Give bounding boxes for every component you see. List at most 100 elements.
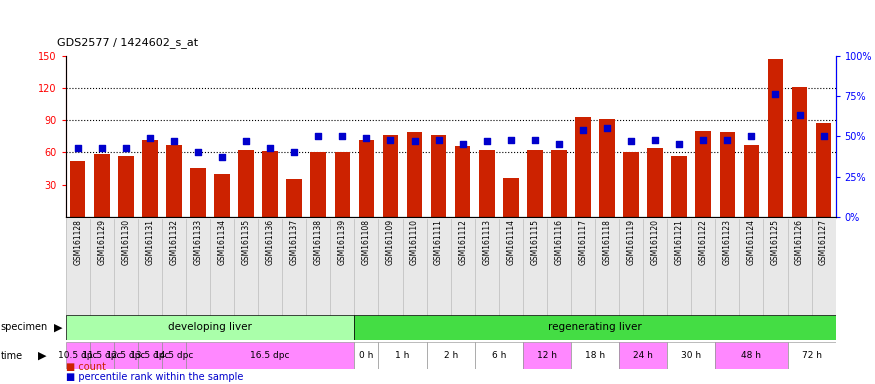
Bar <box>643 219 668 317</box>
Bar <box>812 219 836 317</box>
Text: GSM161130: GSM161130 <box>122 219 130 265</box>
Text: 6 h: 6 h <box>492 351 506 360</box>
Bar <box>767 59 783 217</box>
Bar <box>671 156 687 217</box>
Bar <box>739 219 763 317</box>
Text: developing liver: developing liver <box>168 322 252 333</box>
Bar <box>668 342 716 369</box>
Bar <box>451 219 475 317</box>
Text: 18 h: 18 h <box>585 351 605 360</box>
Text: GSM161129: GSM161129 <box>97 219 106 265</box>
Text: GDS2577 / 1424602_s_at: GDS2577 / 1424602_s_at <box>57 37 198 48</box>
Point <box>335 133 349 139</box>
Bar <box>162 219 186 317</box>
Text: GSM161115: GSM161115 <box>530 219 539 265</box>
Bar <box>306 219 331 317</box>
Bar <box>186 219 210 317</box>
Bar <box>114 342 138 369</box>
Bar <box>788 342 836 369</box>
Bar <box>696 131 711 217</box>
Bar <box>238 150 254 217</box>
Point <box>528 136 542 142</box>
Point <box>287 149 301 156</box>
Bar <box>234 219 258 317</box>
Bar <box>186 342 354 369</box>
Point <box>431 136 445 142</box>
Bar <box>547 219 571 317</box>
Bar <box>744 145 760 217</box>
Text: 48 h: 48 h <box>741 351 761 360</box>
Text: 0 h: 0 h <box>360 351 374 360</box>
Bar <box>430 135 446 217</box>
Bar <box>90 342 114 369</box>
Text: ■ percentile rank within the sample: ■ percentile rank within the sample <box>66 372 243 382</box>
Bar <box>354 315 836 340</box>
Bar <box>138 342 162 369</box>
Bar <box>94 154 109 217</box>
Point <box>576 127 590 133</box>
Bar <box>475 219 499 317</box>
Text: 12.5 dpc: 12.5 dpc <box>106 351 145 360</box>
Bar <box>523 219 547 317</box>
Bar <box>114 219 138 317</box>
Bar <box>66 315 354 340</box>
Text: GSM161110: GSM161110 <box>410 219 419 265</box>
Text: GSM161124: GSM161124 <box>747 219 756 265</box>
Bar <box>763 219 788 317</box>
Point <box>239 138 253 144</box>
Text: 10.5 dpc: 10.5 dpc <box>58 351 97 360</box>
Text: GSM161135: GSM161135 <box>242 219 250 265</box>
Point <box>408 138 422 144</box>
Bar <box>648 148 663 217</box>
Bar <box>359 139 374 217</box>
Text: GSM161118: GSM161118 <box>603 219 612 265</box>
Text: ▶: ▶ <box>38 351 46 361</box>
Point <box>504 136 518 142</box>
Point <box>94 144 108 151</box>
Bar <box>402 219 427 317</box>
Bar <box>427 219 451 317</box>
Text: GSM161125: GSM161125 <box>771 219 780 265</box>
Text: GSM161111: GSM161111 <box>434 219 443 265</box>
Text: GSM161113: GSM161113 <box>482 219 491 265</box>
Text: GSM161138: GSM161138 <box>314 219 323 265</box>
Bar <box>792 87 808 217</box>
Point <box>552 141 566 147</box>
Bar <box>286 179 302 217</box>
Text: GSM161109: GSM161109 <box>386 219 395 265</box>
Bar <box>311 152 326 217</box>
Point <box>648 136 662 142</box>
Bar <box>571 219 595 317</box>
Text: GSM161132: GSM161132 <box>170 219 178 265</box>
Text: 13.5 dpc: 13.5 dpc <box>130 351 170 360</box>
Text: GSM161116: GSM161116 <box>555 219 564 265</box>
Text: GSM161119: GSM161119 <box>626 219 635 265</box>
Bar <box>190 167 206 217</box>
Point <box>215 154 229 161</box>
Bar <box>354 342 379 369</box>
Bar <box>716 219 739 317</box>
Text: regenerating liver: regenerating liver <box>548 322 642 333</box>
Bar <box>479 150 494 217</box>
Text: 30 h: 30 h <box>682 351 702 360</box>
Bar <box>262 151 278 217</box>
Point <box>672 141 686 147</box>
Text: 14.5 dpc: 14.5 dpc <box>154 351 193 360</box>
Bar <box>527 150 542 217</box>
Bar <box>282 219 306 317</box>
Bar <box>331 219 354 317</box>
Text: time: time <box>1 351 23 361</box>
Text: GSM161126: GSM161126 <box>795 219 804 265</box>
Text: GSM161128: GSM161128 <box>74 219 82 265</box>
Point <box>480 138 494 144</box>
Bar <box>66 219 90 317</box>
Text: specimen: specimen <box>1 322 48 333</box>
Bar <box>166 145 182 217</box>
Point <box>624 138 638 144</box>
Text: ■ count: ■ count <box>66 362 106 372</box>
Point <box>191 149 205 156</box>
Bar <box>210 219 235 317</box>
Bar <box>503 178 519 217</box>
Bar <box>379 342 427 369</box>
Point <box>263 144 277 151</box>
